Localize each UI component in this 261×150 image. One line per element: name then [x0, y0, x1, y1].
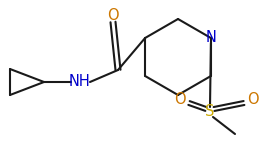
- Text: NH: NH: [69, 75, 91, 90]
- Text: N: N: [205, 30, 216, 45]
- Text: O: O: [107, 8, 119, 22]
- Text: O: O: [174, 93, 186, 108]
- Text: S: S: [205, 105, 215, 120]
- Text: O: O: [247, 93, 259, 108]
